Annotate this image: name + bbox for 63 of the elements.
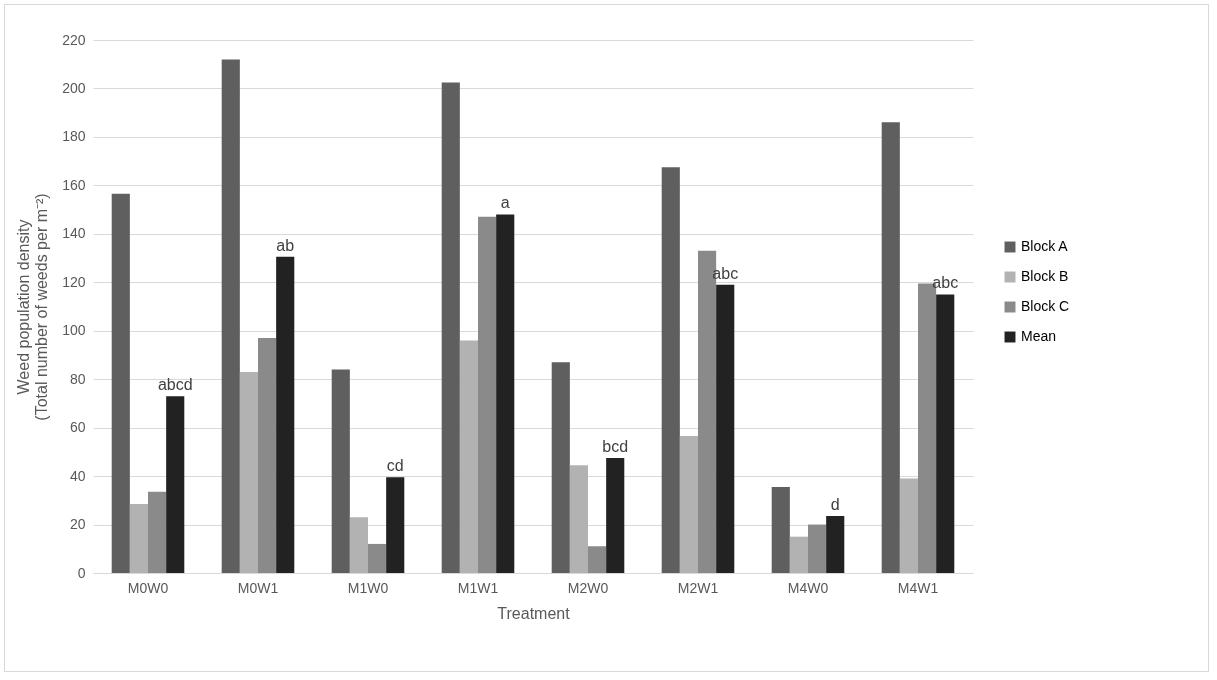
bar	[459, 340, 478, 573]
bar	[496, 214, 515, 573]
x-axis-title: Treatment	[497, 604, 571, 622]
bar	[129, 503, 148, 573]
bar	[368, 543, 387, 573]
bar	[111, 193, 130, 573]
y-tick-label: 80	[69, 370, 86, 387]
bar	[661, 167, 680, 573]
bar	[936, 294, 955, 573]
annotation: ab	[276, 236, 295, 254]
legend-label: Mean	[1021, 328, 1057, 344]
legend-label: Block B	[1021, 268, 1069, 284]
bar	[349, 517, 368, 573]
y-tick-label: 20	[69, 516, 86, 533]
annotation: bcd	[602, 437, 629, 455]
y-tick-label: 220	[62, 31, 86, 48]
annotation: d	[830, 496, 840, 514]
y-tick-label: 60	[69, 419, 86, 436]
y-tick-label: 100	[62, 322, 86, 339]
y-tick-label: 200	[62, 79, 86, 96]
bar	[881, 122, 900, 573]
x-tick-label: M4W0	[787, 579, 829, 596]
y-tick-label: 0	[77, 564, 86, 581]
x-tick-label: M2W0	[567, 579, 609, 596]
bar	[771, 486, 790, 573]
bar	[478, 216, 497, 573]
x-tick-label: M0W0	[127, 579, 169, 596]
bar	[808, 524, 827, 573]
bar	[789, 536, 808, 573]
y-tick-label: 160	[62, 176, 86, 193]
annotation: abc	[932, 274, 959, 292]
bar	[588, 546, 607, 573]
annotation: abcd	[157, 376, 193, 394]
y-axis-title: Weed population density (Total number of weeds per m⁻²)	[15, 193, 51, 421]
y-tick-label: 140	[62, 225, 86, 242]
y-tick-label: 40	[69, 467, 86, 484]
bar	[551, 362, 570, 573]
bar	[386, 477, 405, 573]
bar	[221, 59, 240, 573]
annotation: cd	[386, 457, 404, 475]
bar	[166, 396, 185, 573]
annotation: a	[500, 194, 510, 212]
bar	[276, 256, 295, 573]
x-tick-label: M2W1	[677, 579, 719, 596]
bar	[331, 369, 350, 573]
x-tick-label: M1W1	[457, 579, 499, 596]
y-tick-label: 180	[62, 128, 86, 145]
x-tick-label: M4W1	[897, 579, 939, 596]
bar	[679, 436, 698, 573]
bar	[716, 284, 735, 573]
bar	[899, 478, 918, 573]
legend-label: Block C	[1021, 298, 1070, 314]
bar	[606, 457, 625, 573]
x-tick-label: M1W0	[347, 579, 389, 596]
bar	[826, 516, 845, 573]
bar	[569, 465, 588, 573]
bar	[239, 371, 258, 573]
bar	[441, 82, 460, 573]
x-tick-label: M0W1	[237, 579, 279, 596]
bar	[258, 338, 277, 573]
bar	[148, 491, 167, 573]
y-tick-label: 120	[62, 273, 86, 290]
legend-label: Block A	[1021, 238, 1069, 254]
